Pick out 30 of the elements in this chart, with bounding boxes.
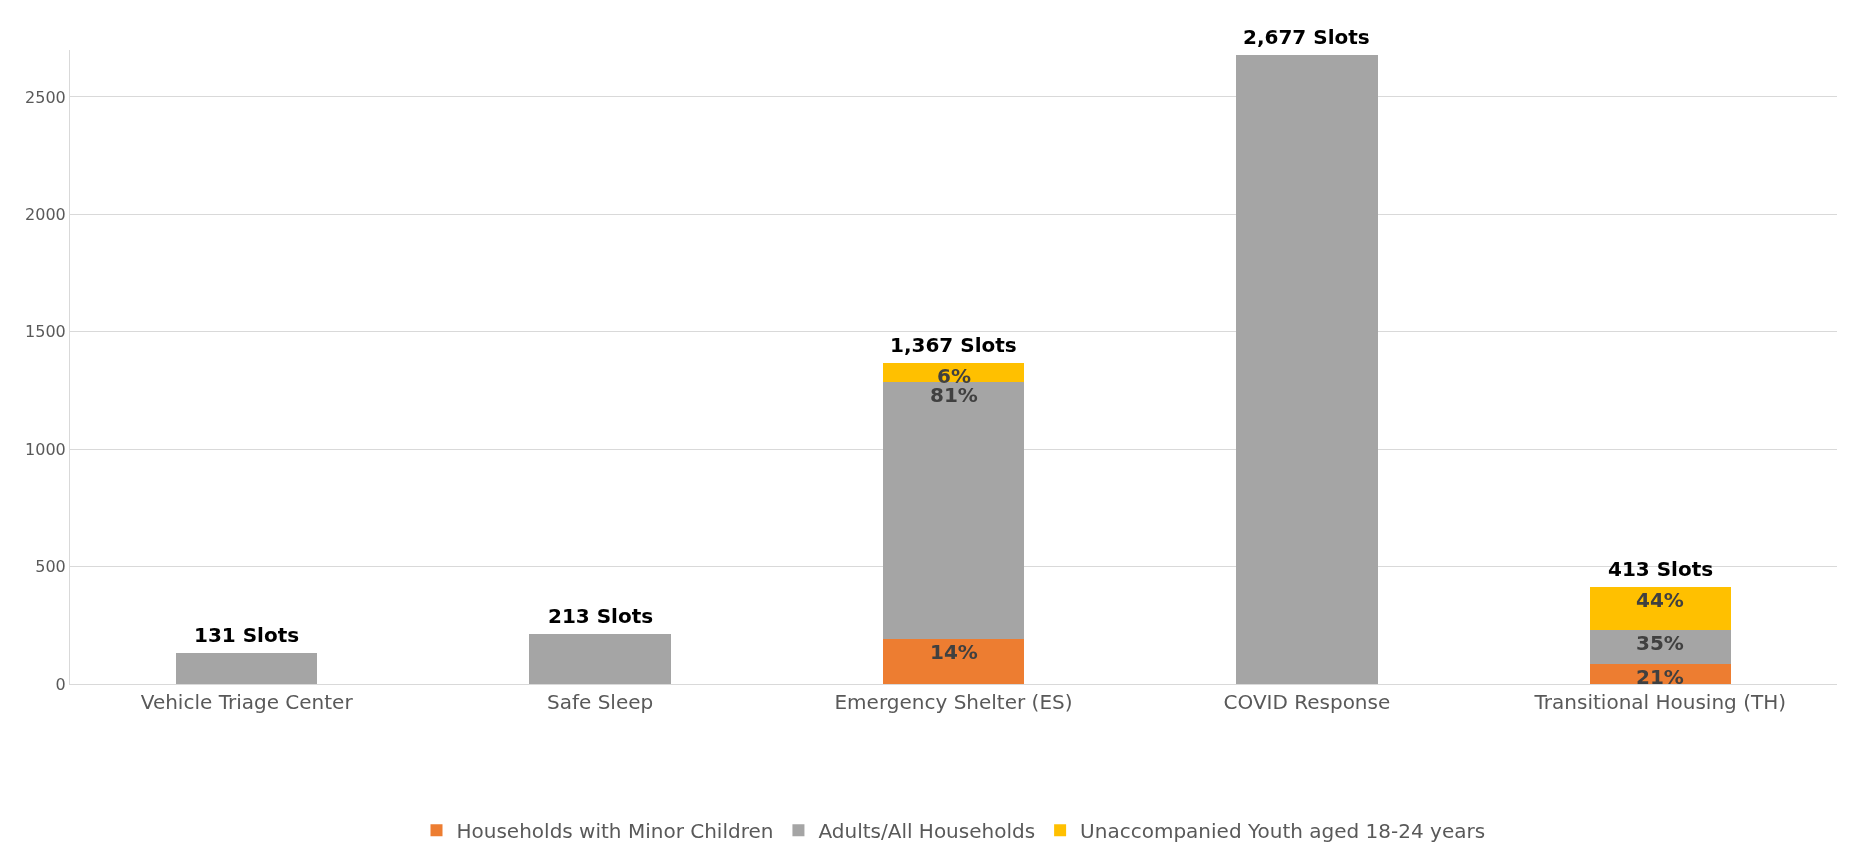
x-tick-label: Vehicle Triage Center	[140, 690, 354, 714]
total-label: 213 Slots	[548, 604, 654, 628]
total-label: 131 Slots	[194, 623, 300, 647]
y-tick-label: 1500	[25, 322, 66, 342]
y-tick-label: 1000	[25, 439, 66, 459]
y-tick-label: 2500	[25, 87, 66, 107]
bar	[882, 639, 1025, 684]
annotation: 35%	[1636, 631, 1684, 655]
bar	[1589, 587, 1731, 630]
y-tick-label: 2000	[25, 204, 66, 224]
y-tick-label: 0	[55, 674, 66, 694]
x-tick-label: COVID Response	[1223, 690, 1391, 714]
bar	[529, 633, 671, 684]
bar	[882, 382, 1025, 640]
legend-label: Households with Minor Children	[456, 819, 774, 844]
bar	[176, 653, 318, 684]
x-tick-label: Transitional Housing (TH)	[1533, 690, 1786, 714]
legend-label: Unaccompanied Youth aged 18-24 years	[1080, 819, 1486, 844]
annotation: 44%	[1636, 588, 1684, 612]
bar	[1236, 55, 1378, 684]
bar	[1589, 629, 1731, 664]
total-label: 1,367 Slots	[890, 333, 1017, 357]
legend-label: Adults/All Households	[818, 819, 1036, 844]
x-tick-label: Emergency Shelter (ES)	[834, 690, 1073, 714]
y-tick-label: 500	[35, 557, 66, 577]
x-tick-label: Safe Sleep	[546, 690, 654, 714]
annotation: 14%	[930, 640, 978, 664]
annotation: 21%	[1636, 665, 1684, 689]
total-label: 413 Slots	[1608, 557, 1714, 581]
total-label: 2,677 Slots	[1243, 25, 1370, 49]
